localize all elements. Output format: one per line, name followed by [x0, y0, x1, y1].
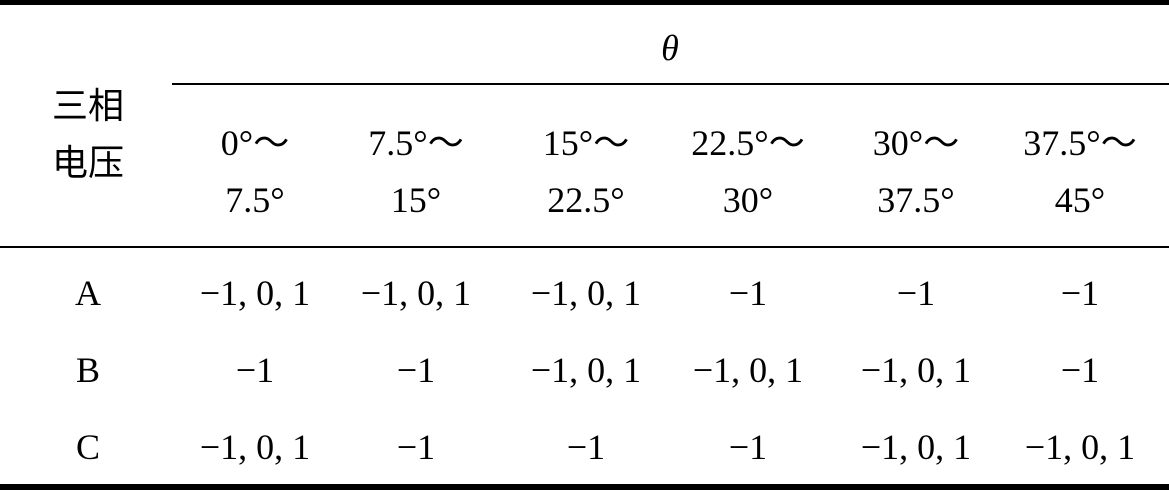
cell-value: −1, 0, 1	[360, 273, 472, 313]
cell-value: −1	[1060, 350, 1100, 390]
cell-value: −1, 0, 1	[530, 273, 642, 313]
row-label: C	[75, 427, 101, 467]
header-rule	[0, 246, 1169, 248]
group-rule	[172, 83, 1169, 85]
column-header: 30°	[722, 180, 774, 220]
column-header: 7.5°	[225, 180, 285, 220]
column-header: 37.5°～	[1023, 123, 1137, 163]
cell-value: −1	[235, 350, 275, 390]
column-header: 37.5°	[877, 180, 955, 220]
cell-value: −1, 0, 1	[199, 427, 311, 467]
column-header: 30°～	[872, 123, 960, 163]
cell-value: −1, 0, 1	[199, 273, 311, 313]
bottom-rule	[0, 484, 1169, 490]
cell-value: −1	[396, 350, 436, 390]
row-label: A	[75, 273, 101, 313]
row-label: B	[75, 350, 101, 390]
cell-value: −1	[1060, 273, 1100, 313]
cell-value: −1, 0, 1	[530, 350, 642, 390]
group-header: θ	[661, 28, 679, 68]
column-header: 15°～	[542, 123, 630, 163]
column-header: 7.5°～	[368, 123, 464, 163]
row-header: 电压	[51, 143, 125, 183]
column-header: 22.5°	[547, 180, 625, 220]
cell-value: −1	[896, 273, 936, 313]
column-header: 22.5°～	[691, 123, 805, 163]
cell-value: −1	[396, 427, 436, 467]
cell-value: −1, 0, 1	[692, 350, 804, 390]
top-rule	[0, 0, 1169, 5]
cell-value: −1, 0, 1	[860, 350, 972, 390]
cell-value: −1, 0, 1	[860, 427, 972, 467]
cell-value: −1	[728, 427, 768, 467]
cell-value: −1, 0, 1	[1024, 427, 1136, 467]
cell-value: −1	[728, 273, 768, 313]
column-header: 15°	[390, 180, 442, 220]
column-header: 45°	[1054, 180, 1106, 220]
column-header: 0°～	[220, 123, 290, 163]
row-header: 三相	[51, 86, 125, 126]
cell-value: −1	[566, 427, 606, 467]
